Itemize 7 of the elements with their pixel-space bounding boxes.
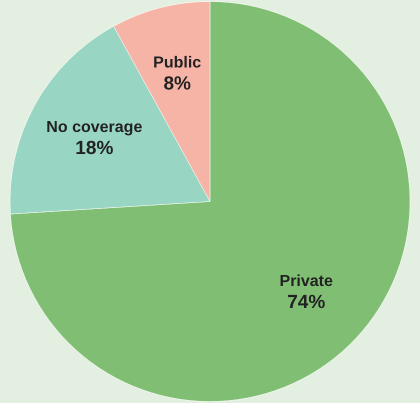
data-label: 8% (163, 74, 192, 95)
slice-label: Public (153, 54, 202, 72)
pie-slice (10, 1, 410, 402)
slice-label: No coverage (46, 118, 142, 136)
data-label: 18% (75, 138, 114, 159)
data-label: 74% (287, 292, 326, 313)
slice-label: Private (280, 272, 334, 290)
